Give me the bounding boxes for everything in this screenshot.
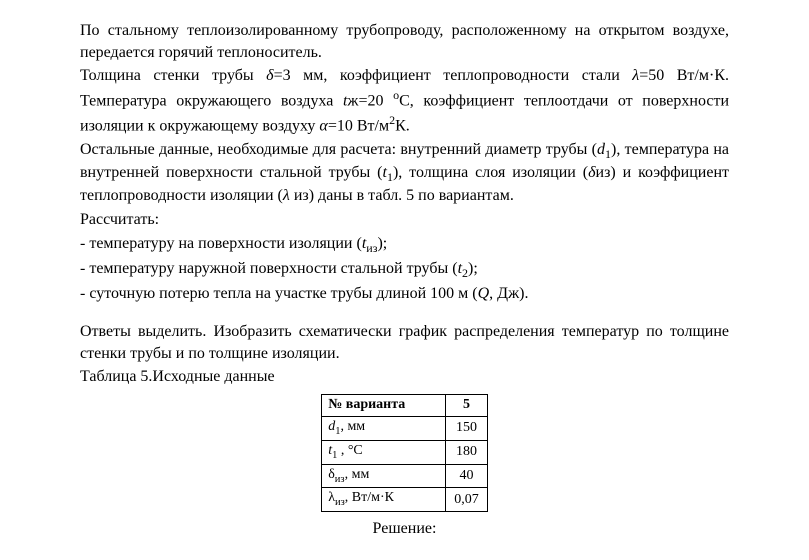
subscript: из: [366, 241, 377, 255]
text: , Дж).: [489, 285, 528, 302]
table-row: δиз, мм 40: [322, 464, 488, 488]
cell-label: λиз, Вт/м·К: [322, 488, 446, 512]
paragraph-intro: По стальному теплоизолированному трубопр…: [80, 20, 729, 63]
symbol-lambda: λ: [283, 187, 290, 204]
table-row: t1 , °С 180: [322, 440, 488, 464]
cell-value: 0,07: [446, 488, 488, 512]
header-variant-number: 5: [446, 394, 488, 416]
unit: , мм: [340, 419, 365, 434]
text: - температуру на поверхности изоляции (: [80, 235, 362, 252]
solution-heading: Решение:: [80, 518, 729, 540]
paragraph-answers: Ответы выделить. Изобразить схематически…: [80, 321, 729, 364]
text: Решение:: [373, 520, 437, 537]
symbol: δ: [328, 467, 335, 482]
text: Рассчитать:: [80, 211, 159, 228]
spacer: [80, 307, 729, 321]
text: );: [468, 260, 478, 277]
subscript: из: [596, 164, 611, 181]
list-item-1: - температуру на поверхности изоляции (t…: [80, 233, 729, 256]
paragraph-params: Толщина стенки трубы δ=3 мм, коэффициент…: [80, 65, 729, 136]
text: ) даны в табл. 5 по вариантам.: [309, 187, 514, 204]
cell-label: d1, мм: [322, 416, 446, 440]
text: =10 Вт/м: [328, 117, 389, 134]
paragraph-table-caption: Таблица 5.Исходные данные: [80, 366, 729, 388]
text: =20: [358, 92, 393, 109]
paragraph-other-data: Остальные данные, необходимые для расчет…: [80, 139, 729, 207]
text: );: [377, 235, 387, 252]
symbol-alpha: α: [319, 117, 327, 134]
cell-label: t1 , °С: [322, 440, 446, 464]
text: Толщина стенки трубы: [80, 67, 266, 84]
subscript: из: [335, 473, 345, 484]
text: По стальному теплоизолированному трубопр…: [80, 22, 729, 61]
header-variant: № варианта: [322, 394, 446, 416]
text: - температуру наружной поверхности сталь…: [80, 260, 458, 277]
cell-value: 180: [446, 440, 488, 464]
symbol-q: Q: [478, 285, 490, 302]
symbol-delta: δ: [266, 67, 273, 84]
text: Таблица 5.Исходные данные: [80, 368, 275, 385]
paragraph-calculate: Рассчитать:: [80, 209, 729, 231]
symbol-delta: δ: [588, 164, 595, 181]
cell-value: 40: [446, 464, 488, 488]
document-body: По стальному теплоизолированному трубопр…: [80, 20, 729, 540]
text: Остальные данные, необходимые для расчет…: [80, 141, 597, 158]
subscript: из: [290, 187, 309, 204]
text: К.: [395, 117, 410, 134]
cell-value: 150: [446, 416, 488, 440]
unit: , Вт/м·К: [345, 490, 394, 505]
data-table: № варианта 5 d1, мм 150 t1 , °С 180 δиз,…: [321, 394, 488, 513]
table-row: d1, мм 150: [322, 416, 488, 440]
table-container: № варианта 5 d1, мм 150 t1 , °С 180 δиз,…: [80, 394, 729, 513]
list-item-3: - суточную потерю тепла на участке трубы…: [80, 283, 729, 305]
table-row: λиз, Вт/м·К 0,07: [322, 488, 488, 512]
text: - суточную потерю тепла на участке трубы…: [80, 285, 478, 302]
symbol: λ: [328, 490, 335, 505]
cell-label: δиз, мм: [322, 464, 446, 488]
table-header-row: № варианта 5: [322, 394, 488, 416]
text: =3 мм, коэффициент теплопроводности стал…: [274, 67, 633, 84]
unit: , мм: [345, 467, 370, 482]
list-item-2: - температуру наружной поверхности сталь…: [80, 258, 729, 281]
symbol-d: d: [597, 141, 605, 158]
text: Ответы выделить. Изобразить схематически…: [80, 323, 729, 362]
subscript: ж: [347, 92, 358, 109]
unit: , °С: [337, 443, 362, 458]
text: ), толщина слоя изоляции (: [393, 164, 588, 181]
